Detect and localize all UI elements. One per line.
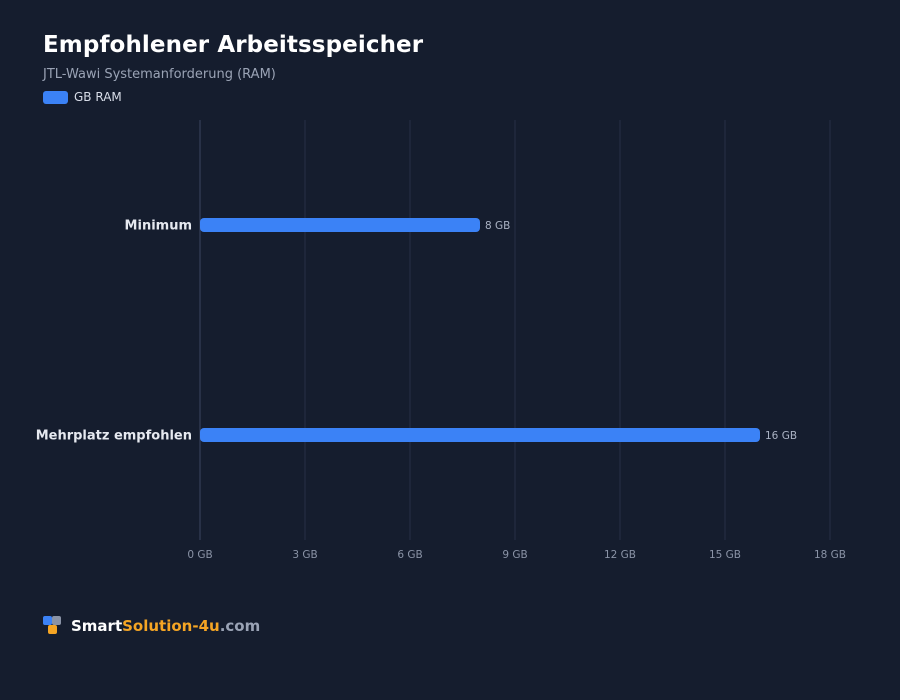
logo-squares-icon: [43, 616, 61, 636]
brand-part2: Solution-4u: [122, 617, 220, 635]
x-tick-label: 15 GB: [709, 549, 741, 561]
bar-data-label: 8 GB: [485, 220, 510, 232]
legend: GB RAM: [43, 90, 122, 104]
legend-swatch: [43, 90, 68, 104]
legend-label: GB RAM: [74, 90, 122, 104]
brand-part3: .com: [219, 617, 261, 635]
x-tick-label: 6 GB: [397, 549, 422, 561]
x-tick-label: 12 GB: [604, 549, 636, 561]
bar-data-label: 16 GB: [765, 430, 797, 442]
footer-brand: SmartSolution-4u.com: [43, 616, 260, 636]
y-category-label: Mehrplatz empfohlen: [36, 429, 192, 444]
x-tick-label: 0 GB: [187, 549, 212, 561]
y-category-label: Minimum: [125, 219, 192, 234]
chart-title: Empfohlener Arbeitsspeicher: [43, 32, 424, 58]
bar: [200, 428, 760, 442]
x-tick-label: 18 GB: [814, 549, 846, 561]
chart-subtitle: JTL-Wawi Systemanforderung (RAM): [43, 67, 276, 82]
x-tick-label: 3 GB: [292, 549, 317, 561]
x-tick-label: 9 GB: [502, 549, 527, 561]
brand-name: SmartSolution-4u.com: [71, 617, 260, 635]
bar: [200, 218, 480, 232]
brand-part1: Smart: [71, 617, 123, 635]
